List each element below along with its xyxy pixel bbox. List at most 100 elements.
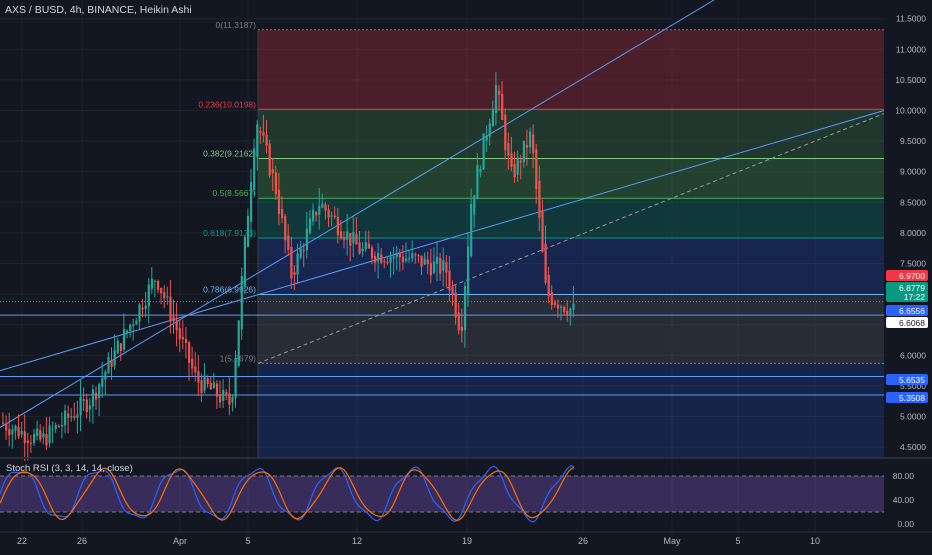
candle-body	[302, 250, 305, 252]
candle-body	[460, 326, 463, 332]
fib-label: 0.5(8.5667)	[213, 188, 257, 198]
candle-body	[358, 242, 361, 254]
candle-body	[116, 340, 119, 354]
candle-body	[336, 216, 339, 235]
candle-body	[330, 215, 333, 217]
candle-body	[64, 410, 67, 426]
candle-body	[219, 394, 222, 403]
candle-body	[349, 233, 352, 246]
candle-body	[166, 296, 169, 298]
candle-body	[479, 168, 482, 172]
price-axis-tick: 10.0000	[895, 106, 926, 116]
time-axis-tick: 22	[17, 536, 27, 546]
time-axis-tick: 26	[77, 536, 87, 546]
candle-body	[389, 257, 392, 263]
price-tag	[886, 305, 928, 316]
candle-body	[181, 336, 184, 340]
candle-body	[172, 316, 175, 322]
candle-body	[290, 246, 293, 279]
candle-body	[426, 259, 429, 265]
candle-body	[141, 307, 144, 310]
candle-body	[119, 343, 122, 351]
candle-body	[73, 416, 76, 419]
candle-body	[405, 258, 408, 262]
candle-body	[274, 172, 277, 195]
candle-body	[246, 215, 250, 247]
candle-body	[529, 131, 532, 148]
candle-body	[352, 231, 355, 244]
candle-body	[228, 393, 231, 405]
candle-body	[256, 124, 259, 157]
candle-body	[287, 235, 290, 250]
trend-line	[0, 0, 715, 428]
candle-body	[240, 275, 243, 330]
candle-body	[57, 425, 60, 427]
price-tag-label: 6.6556	[899, 306, 925, 316]
candle-body	[411, 253, 414, 259]
time-axis-tick: 10	[810, 536, 820, 546]
candle-body	[76, 414, 79, 418]
candle-body	[398, 253, 401, 258]
rsi-axis-tick: 80.00	[893, 471, 915, 481]
candle-body	[271, 169, 274, 174]
price-tag-label: 5.6535	[899, 375, 925, 385]
stoch-band	[0, 476, 884, 512]
candle-body	[494, 85, 498, 113]
price-tag	[886, 392, 928, 403]
candle-body	[262, 132, 265, 136]
candle-body	[364, 242, 367, 250]
rsi-axis-tick: 40.00	[893, 495, 915, 505]
fib-zone	[258, 109, 884, 159]
stoch-d-line	[0, 467, 575, 521]
price-axis-tick: 7.5000	[900, 259, 926, 269]
candle-body	[253, 148, 256, 191]
price-axis-tick: 6.0000	[900, 350, 926, 360]
candle-body	[312, 209, 315, 222]
candle-body	[423, 258, 426, 265]
candle-body	[485, 135, 488, 141]
candle-body	[82, 399, 85, 401]
time-axis-tick: 5	[735, 536, 740, 546]
candle-body	[572, 303, 575, 310]
candle-body	[315, 212, 318, 216]
fib-zone-extension	[258, 363, 884, 457]
candle-body	[439, 258, 442, 274]
candle-body	[163, 292, 166, 299]
candle-body	[122, 329, 126, 350]
candle-body	[507, 143, 510, 156]
candle-body	[20, 430, 23, 435]
fib-label: 0(11.3187)	[216, 20, 257, 30]
candle-body	[538, 180, 541, 218]
candle-body	[308, 218, 312, 234]
candle-body	[386, 261, 389, 264]
candle-body	[107, 356, 110, 374]
candle-body	[203, 375, 206, 391]
candle-body	[26, 440, 29, 444]
candle-body	[448, 270, 451, 291]
symbol-label[interactable]: AXS / BUSD, 4h, BINANCE, Heikin Ashi	[5, 4, 192, 16]
candle-body	[98, 384, 101, 398]
stoch-k-line	[0, 465, 575, 523]
candle-body	[91, 389, 95, 407]
candle-body	[296, 253, 299, 275]
candle-body	[197, 371, 200, 383]
candle-body	[265, 134, 268, 146]
candle-body	[178, 328, 181, 340]
candle-body	[318, 205, 321, 215]
candle-body	[126, 330, 129, 334]
time-axis-tick: May	[663, 536, 681, 546]
candle-body	[513, 164, 516, 178]
candle-body	[169, 296, 172, 322]
candle-body	[191, 358, 194, 369]
candle-body	[60, 424, 64, 427]
candle-body	[153, 280, 157, 282]
fib-zone	[258, 294, 884, 364]
indicator-label[interactable]: Stoch RSI (3, 3, 14, 14, close)	[6, 463, 133, 474]
candle-body	[556, 304, 560, 309]
candle-body	[327, 209, 330, 218]
time-axis-tick: 5	[245, 536, 250, 546]
candle-body	[36, 428, 39, 436]
candle-body	[250, 182, 253, 222]
